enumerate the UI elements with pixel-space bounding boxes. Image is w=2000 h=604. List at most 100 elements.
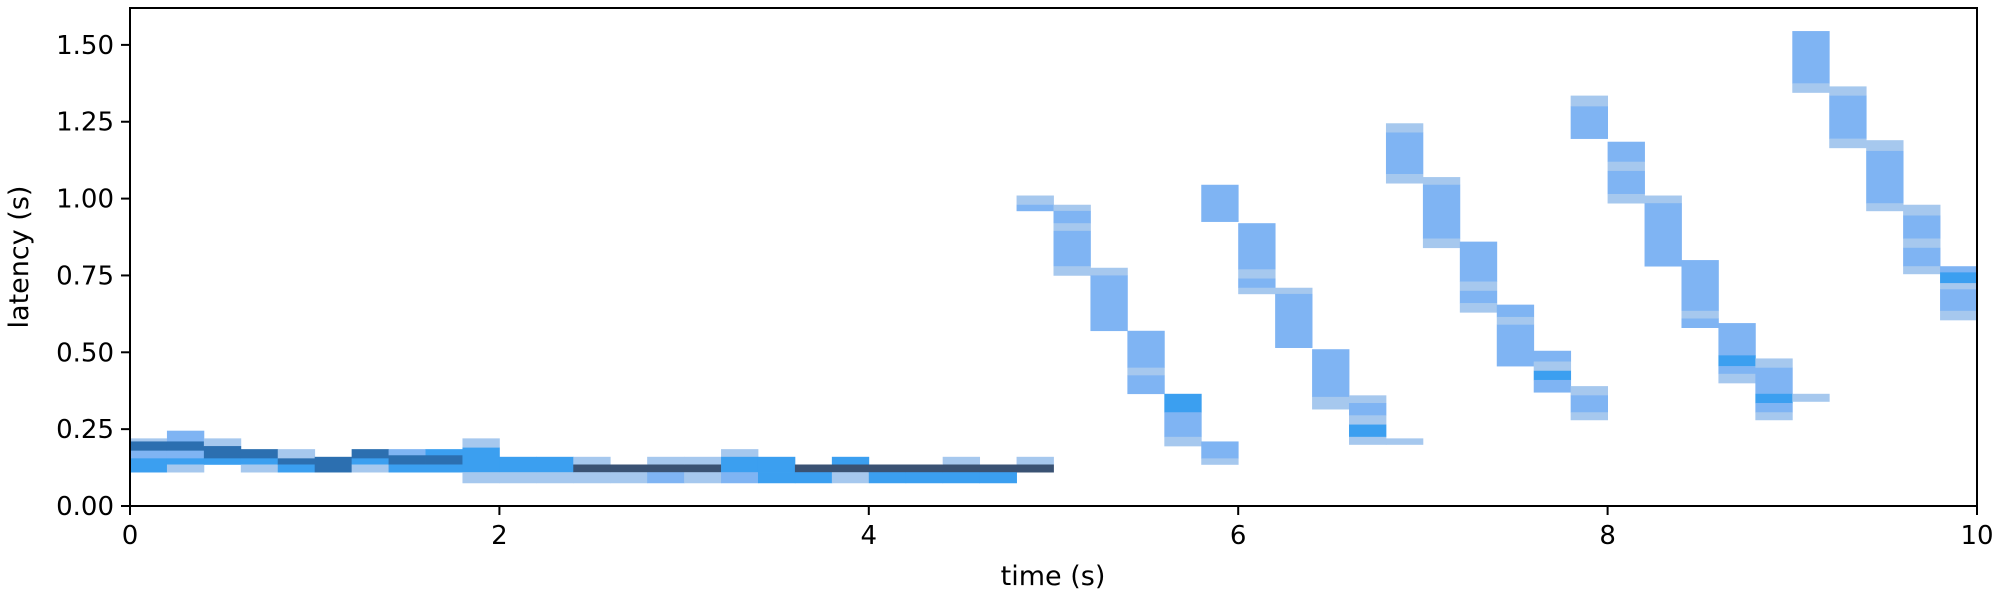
heatmap-cell	[203, 446, 242, 459]
x-tick-label: 10	[1960, 521, 1993, 551]
heatmap-cell	[573, 464, 611, 473]
heatmap-cell	[1607, 170, 1645, 195]
heatmap-cell	[1940, 310, 1978, 321]
heatmap-cell	[1053, 266, 1091, 276]
heatmap-cell	[1238, 269, 1276, 279]
x-axis-label: time (s)	[1001, 561, 1106, 592]
heatmap-cell	[1940, 266, 1978, 273]
heatmap-cell	[794, 472, 833, 484]
heatmap-cell	[166, 458, 205, 465]
heatmap-cell	[1312, 396, 1350, 410]
heatmap-cell	[1829, 86, 1867, 96]
heatmap-cell	[1681, 310, 1719, 319]
heatmap-cell	[868, 464, 907, 473]
heatmap-cell	[1570, 412, 1608, 421]
heatmap-cell	[1755, 358, 1793, 368]
heatmap-cell	[1607, 193, 1645, 204]
heatmap-cells	[130, 31, 1978, 484]
heatmap-cell	[462, 472, 500, 484]
heatmap-cell	[1349, 424, 1387, 438]
heatmap-cell	[1755, 403, 1793, 413]
heatmap-cell	[1829, 95, 1867, 139]
heatmap-cell	[1164, 412, 1202, 438]
heatmap-cell	[166, 450, 205, 459]
heatmap-cell	[499, 472, 537, 484]
plot-frame	[129, 7, 1978, 507]
heatmap-cell	[425, 464, 463, 473]
y-tick-label: 0.25	[56, 415, 114, 445]
heatmap-cell	[1459, 290, 1498, 304]
heatmap-cell	[536, 472, 574, 484]
heatmap-cell	[1755, 412, 1793, 421]
heatmap-cell	[831, 456, 870, 465]
heatmap-cell	[277, 449, 316, 459]
heatmap-cell	[1533, 361, 1572, 372]
x-tick-label: 2	[491, 521, 508, 551]
heatmap-cell	[1903, 247, 1941, 267]
heatmap-cell	[351, 458, 389, 465]
heatmap-cell	[1644, 195, 1682, 204]
heatmap-cell	[388, 449, 426, 456]
heatmap-cell	[610, 472, 648, 484]
heatmap-cell	[1422, 238, 1461, 249]
heatmap-cell	[1681, 260, 1719, 312]
heatmap-cell	[240, 464, 279, 473]
heatmap-cell	[647, 464, 685, 473]
y-tick-label: 1.00	[56, 185, 114, 215]
heatmap-cell	[425, 455, 463, 465]
heatmap-cell	[1718, 323, 1756, 356]
heatmap-cell	[351, 464, 389, 473]
heatmap-cell	[1718, 366, 1756, 375]
heatmap-cell	[831, 464, 870, 473]
heatmap-cell	[757, 456, 796, 473]
heatmap-cell	[647, 472, 685, 484]
heatmap-cell	[1016, 456, 1054, 465]
heatmap-cell	[721, 456, 759, 473]
heatmap-cell	[1312, 349, 1350, 398]
heatmap-cell	[1866, 150, 1904, 204]
heatmap-cell	[1570, 95, 1608, 107]
heatmap-cell	[1570, 386, 1608, 396]
heatmap-cell	[277, 464, 316, 473]
heatmap-cell	[1238, 278, 1276, 289]
heatmap-cell	[1127, 330, 1165, 368]
heatmap-cell	[1496, 316, 1535, 325]
heatmap-cell	[388, 464, 426, 473]
heatmap-cell	[942, 472, 981, 484]
heatmap-cell	[1829, 138, 1867, 149]
heatmap-cell	[1903, 204, 1941, 216]
heatmap-cell	[1016, 464, 1054, 473]
heatmap-cell	[1201, 458, 1239, 465]
heatmap-cell	[1533, 370, 1572, 381]
x-tick-label: 4	[861, 521, 878, 551]
heatmap-cell	[351, 449, 389, 459]
x-axis-ticks: 0 2 4 6 8 10	[122, 506, 1994, 551]
heatmap-cell	[1053, 204, 1091, 212]
heatmap-cell	[1459, 241, 1498, 282]
heatmap-cell	[240, 458, 279, 465]
heatmap-cell	[166, 430, 205, 442]
heatmap-cell	[1053, 210, 1091, 224]
heatmap-cell	[1940, 283, 1978, 290]
heatmap-cell	[1349, 403, 1387, 416]
heatmap-cell	[1238, 223, 1276, 270]
heatmap-cell	[1792, 83, 1830, 93]
heatmap-cell	[1164, 436, 1202, 447]
heatmap-cell	[277, 458, 316, 465]
heatmap-cell	[166, 441, 205, 451]
heatmap-cell	[1570, 106, 1608, 139]
heatmap-cell	[166, 464, 205, 473]
heatmap-cell	[1349, 415, 1387, 425]
heatmap-cell	[1053, 230, 1091, 267]
heatmap-cell	[425, 449, 463, 456]
heatmap-cell	[979, 472, 1017, 484]
heatmap-cell	[462, 438, 500, 448]
heatmap-cell	[1238, 287, 1276, 295]
y-axis-label: latency (s)	[4, 186, 35, 329]
heatmap-cell	[721, 449, 759, 458]
heatmap-cell	[1459, 303, 1498, 313]
heatmap-cell	[1422, 184, 1461, 239]
heatmap-cell	[1903, 238, 1941, 249]
heatmap-cell	[684, 456, 722, 465]
